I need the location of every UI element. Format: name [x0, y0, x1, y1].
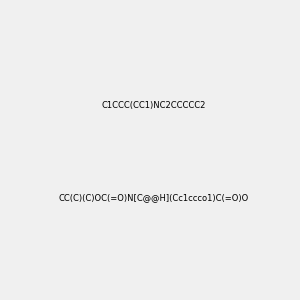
- Text: CC(C)(C)OC(=O)N[C@@H](Cc1ccco1)C(=O)O: CC(C)(C)OC(=O)N[C@@H](Cc1ccco1)C(=O)O: [58, 193, 249, 202]
- Text: C1CCC(CC1)NC2CCCCC2: C1CCC(CC1)NC2CCCCC2: [102, 101, 206, 110]
